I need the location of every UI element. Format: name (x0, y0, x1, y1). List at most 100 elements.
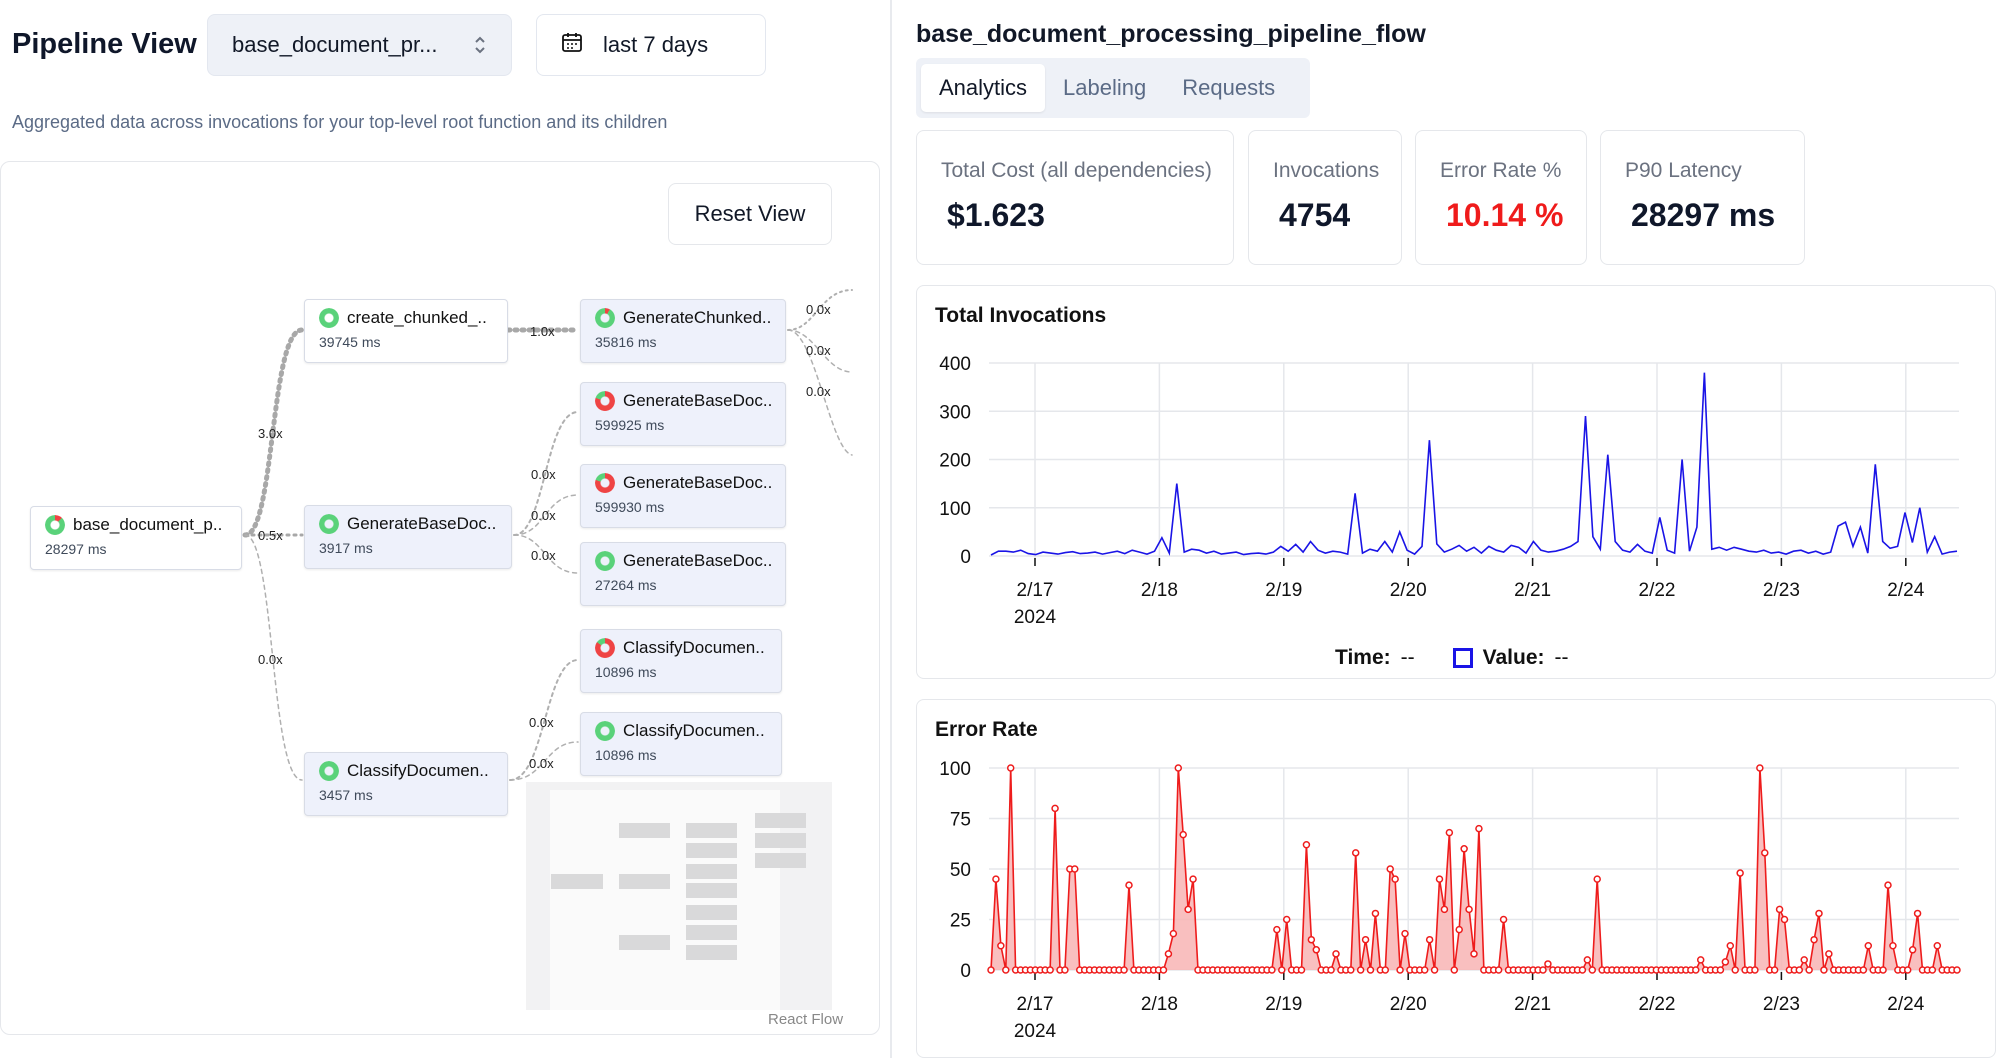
data-point (1435, 875, 1444, 883)
edge-label-cls1-cls2: 0.0x (529, 715, 554, 730)
minimap-node (551, 874, 603, 889)
edge-cls1-cls2 (509, 659, 579, 781)
data-point (1169, 929, 1178, 938)
chart-card-error-rate: Error Rate 100 75 50 25 0 2/17 2/18 2/19 2/20 2/2… (916, 699, 1996, 1058)
data-point (1347, 966, 1355, 974)
data-point (1736, 869, 1744, 877)
data-point (1499, 915, 1508, 924)
data-point (1179, 830, 1187, 839)
status-ring-icon (319, 514, 339, 534)
react-flow-attribution[interactable]: React Flow (768, 1011, 844, 1028)
pipeline-select[interactable]: base_document_pr... (207, 14, 512, 76)
x-tick-label: 2/18 (1141, 580, 1178, 601)
data-point (1189, 875, 1197, 883)
flow-edges (242, 289, 853, 781)
data-point (1494, 966, 1503, 974)
chart-error-rate[interactable]: 100 75 50 25 0 2/17 2/18 2/19 2/20 2/21 2/22 2/23 2/… (917, 700, 1997, 1058)
data-point (1381, 966, 1390, 974)
y-tick-label: 200 (939, 451, 971, 472)
data-point (1455, 925, 1463, 934)
edge-label-root-chunk: 3.0x (258, 426, 283, 441)
series-line (990, 372, 1958, 556)
data-point (1539, 966, 1547, 974)
data-point (1391, 875, 1399, 883)
edge-label-gc-out1: 0.0x (806, 302, 831, 317)
data-point (1051, 804, 1059, 813)
edge-root-cls1 (244, 534, 303, 781)
minimap-node (686, 905, 737, 920)
data-point (1593, 875, 1601, 883)
status-ring-icon (595, 391, 615, 411)
edge-gbd1-gbd3 (513, 494, 579, 536)
data-point (1800, 956, 1808, 964)
flow-node-generate-base-doc-3[interactable]: GenerateBaseDoc.. 599930 ms (580, 464, 786, 528)
tab-requests[interactable]: Requests (1182, 75, 1276, 100)
chart-title-error-rate: Error Rate (935, 718, 1038, 741)
x-tick-label: 2/18 (1141, 994, 1178, 1015)
flow-minimap[interactable] (526, 782, 832, 1010)
status-ring-icon (319, 308, 339, 328)
x-tick-label: 2/22 (1639, 994, 1676, 1015)
edge-gc-out1 (787, 289, 853, 331)
chevron-updown-icon (473, 34, 487, 56)
flow-node-root[interactable]: base_document_p.. 28297 ms (30, 506, 242, 570)
flow-node-classify-document-3[interactable]: ClassifyDocumen.. 10896 ms (580, 712, 782, 776)
reset-view-button[interactable]: Reset View (668, 183, 832, 245)
pane-divider[interactable] (890, 0, 892, 1058)
data-point (1903, 966, 1912, 974)
flow-node-create-chunked[interactable]: create_chunked_.. 39745 ms (304, 299, 508, 363)
flow-node-generate-base-doc-4[interactable]: GenerateBaseDoc.. 27264 ms (580, 542, 786, 606)
data-point (1184, 905, 1192, 914)
minimap-node (686, 945, 737, 960)
data-point (1775, 905, 1784, 914)
edge-gc-out2 (787, 329, 853, 373)
status-ring-icon (595, 473, 615, 493)
data-point (1795, 966, 1804, 974)
data-point (1889, 942, 1897, 950)
x-tick-label: 2/20 (1390, 994, 1427, 1015)
stat-invocations: Invocations 4754 (1248, 130, 1402, 265)
data-point (1366, 966, 1375, 974)
page-title: Pipeline View (12, 28, 197, 60)
data-point (1302, 841, 1311, 849)
x-tick-label: 2/19 (1265, 580, 1302, 601)
data-point (1061, 966, 1069, 974)
status-ring-icon (595, 638, 615, 658)
y-tick-label: 100 (939, 759, 971, 780)
data-point (1805, 966, 1813, 974)
data-point (1761, 849, 1769, 857)
data-point (992, 875, 1000, 883)
flow-node-generate-base-doc-2[interactable]: GenerateBaseDoc.. 599925 ms (580, 382, 786, 446)
chart-invocations[interactable]: 400 300 200 100 0 2/17 2/18 2/19 2/20 2/21 2/22 2/2… (917, 286, 1997, 680)
y-tick-label: 0 (960, 547, 971, 568)
data-point (1953, 966, 1961, 974)
data-point (1386, 865, 1394, 873)
flow-node-classify-document-2[interactable]: ClassifyDocumen.. 10896 ms (580, 629, 782, 693)
date-range-value: last 7 days (603, 32, 709, 57)
data-point (1726, 942, 1735, 950)
flow-node-classify-document-1[interactable]: ClassifyDocumen.. 3457 ms (304, 752, 508, 816)
data-point (1879, 966, 1887, 974)
minimap-node (686, 883, 737, 898)
tab-labeling[interactable]: Labeling (1063, 75, 1147, 100)
data-point (1475, 824, 1483, 833)
minimap-node (755, 853, 806, 868)
data-point (997, 942, 1005, 950)
tab-analytics[interactable]: Analytics (921, 64, 1046, 112)
flow-node-generate-chunked[interactable]: GenerateChunked.. 35816 ms (580, 299, 786, 363)
edge-label-gc-out3: 0.0x (806, 384, 831, 399)
data-point (1396, 966, 1404, 974)
edge-label-cls1-cls3: 0.0x (529, 756, 554, 771)
data-point (1420, 966, 1429, 974)
stat-total-cost: Total Cost (all dependencies) $1.623 (916, 130, 1234, 265)
data-point (1268, 966, 1276, 974)
x-tick-label: 2/24 (1887, 994, 1924, 1015)
chart-legend: Time: -- Value: -- (1335, 646, 1569, 669)
x-tick-label: 2/22 (1639, 580, 1676, 601)
date-range-picker[interactable]: last 7 days (536, 14, 766, 76)
y-tick-label: 400 (939, 354, 971, 375)
flow-node-generate-base-doc-1[interactable]: GenerateBaseDoc.. 3917 ms (304, 505, 512, 569)
status-ring-icon (595, 308, 615, 328)
x-tick-label: 2/19 (1265, 994, 1302, 1015)
edge-gc-out3 (787, 329, 853, 456)
